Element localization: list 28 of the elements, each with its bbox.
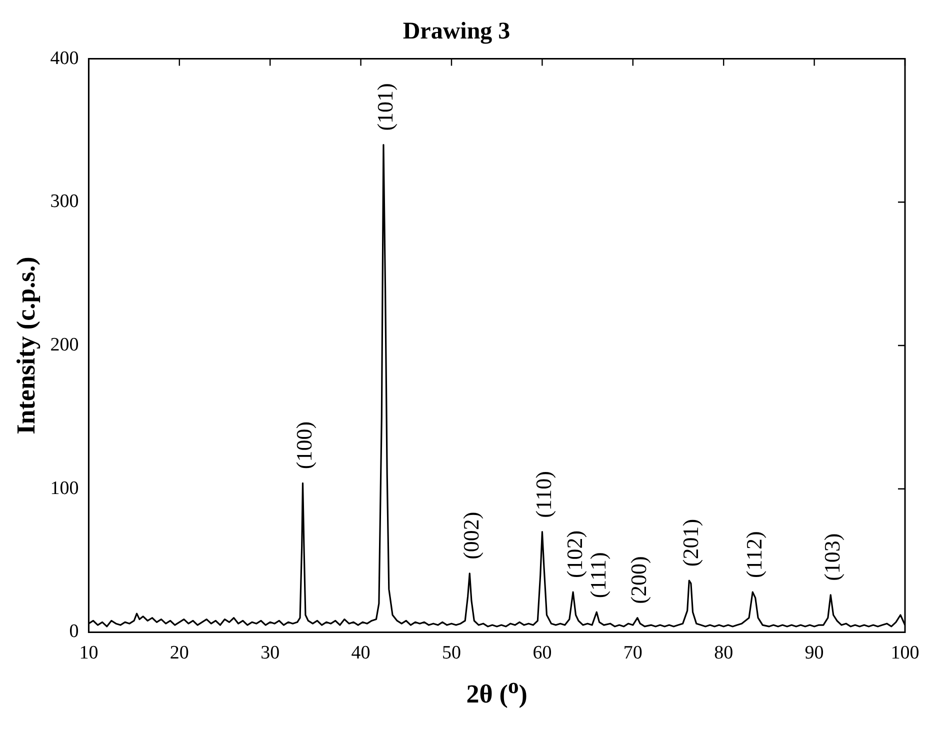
annotation: (112) bbox=[741, 531, 766, 578]
annotation: (201) bbox=[678, 518, 703, 567]
annotation: (002) bbox=[458, 512, 484, 560]
annotation: (110) bbox=[530, 471, 556, 518]
chart-title: Drawing 3 bbox=[402, 18, 510, 45]
y-tick-label: 200 bbox=[50, 334, 79, 356]
x-tick-label: 20 bbox=[170, 642, 189, 664]
annotation: (111) bbox=[585, 552, 610, 598]
x-tick-label: 100 bbox=[890, 642, 920, 664]
annotation: (200) bbox=[626, 556, 652, 604]
x-tick-label: 50 bbox=[442, 642, 461, 664]
y-tick-label: 100 bbox=[50, 478, 79, 499]
x-tick-label: 80 bbox=[714, 642, 734, 664]
annotation: (101) bbox=[372, 83, 398, 131]
x-tick-label: 10 bbox=[79, 642, 98, 664]
y-axis-title: Intensity (c.p.s.) bbox=[11, 256, 40, 434]
y-tick-label: 400 bbox=[50, 48, 79, 69]
annotation: (100) bbox=[292, 421, 317, 470]
x-tick-label: 30 bbox=[260, 642, 280, 664]
y-tick-label: 0 bbox=[69, 621, 79, 642]
x-axis-title: 2θ ($^{o}$) bbox=[465, 674, 528, 710]
annotation: (103) bbox=[819, 533, 844, 581]
x-tick-label: 60 bbox=[532, 642, 552, 664]
annotation: (102) bbox=[562, 530, 587, 578]
y-tick-label: 300 bbox=[50, 191, 79, 212]
x-tick-label: 40 bbox=[351, 642, 370, 664]
x-tick-label: 70 bbox=[623, 642, 642, 664]
x-tick-label: 90 bbox=[804, 642, 824, 664]
